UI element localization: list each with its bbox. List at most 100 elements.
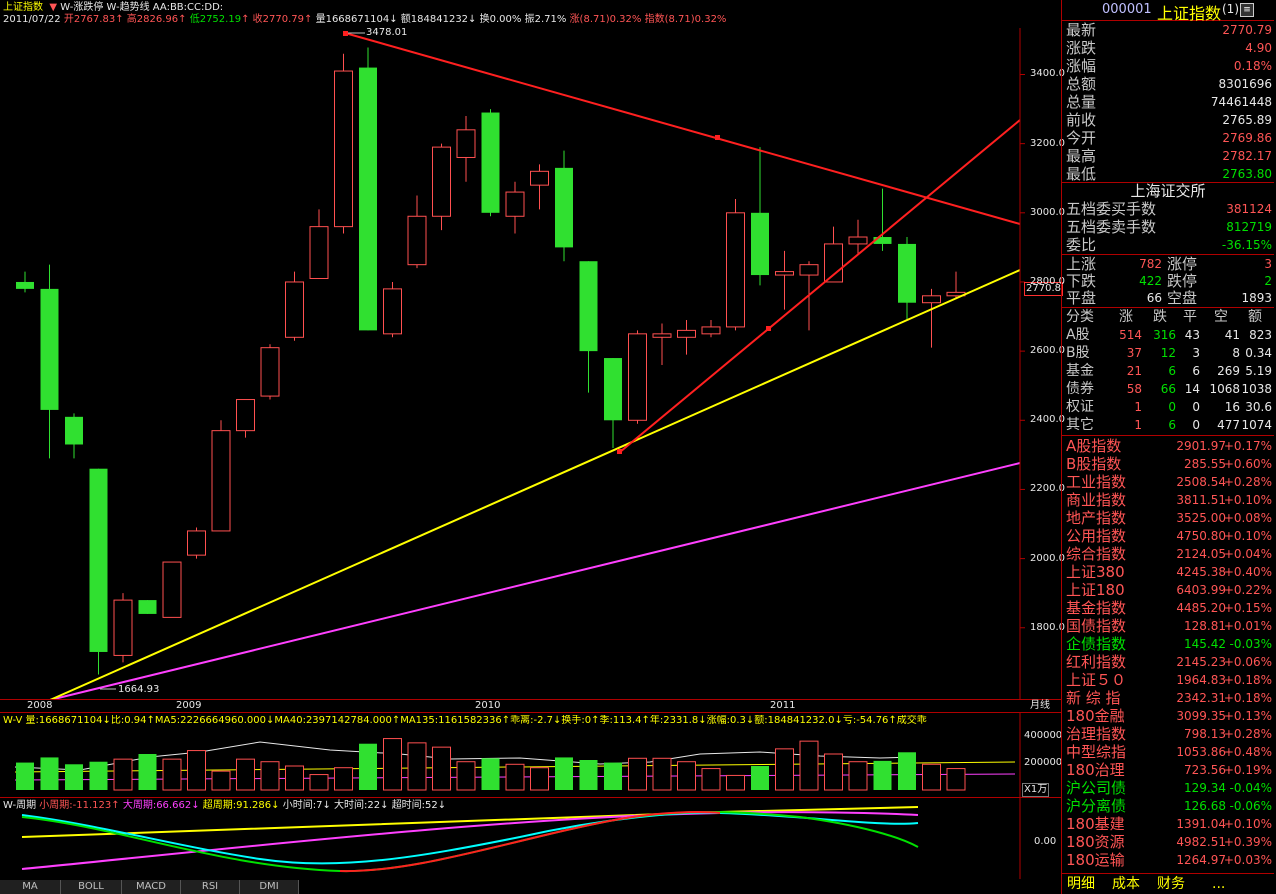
candle-body: [236, 399, 255, 432]
index-row[interactable]: 商业指数 3811.51 +0.10%: [1066, 491, 1272, 509]
candle[interactable]: [40, 264, 59, 459]
index-row[interactable]: 180基建 1391.04 +0.10%: [1066, 815, 1272, 833]
stock-code: 000001: [1102, 2, 1152, 17]
volume-bar: [334, 767, 353, 791]
candle[interactable]: [579, 261, 598, 393]
cycle-panel[interactable]: W-周期 小周期:-11.123↑ 大周期:66.662↓ 超周期:91.286…: [0, 797, 1061, 880]
index-row[interactable]: 上证５０ 1964.83 +0.18%: [1066, 671, 1272, 689]
tab-detail[interactable]: 明细: [1067, 876, 1095, 892]
candle[interactable]: [383, 281, 402, 338]
trendline-yellow[interactable]: [49, 269, 1021, 700]
volume-panel[interactable]: W-V 量:1668671104↓比:0.94↑MA5:2226664960.0…: [0, 712, 1062, 799]
candle[interactable]: [236, 399, 255, 438]
candle[interactable]: [530, 164, 549, 210]
candle-body: [309, 226, 329, 280]
candle[interactable]: [873, 188, 892, 251]
index-row[interactable]: 国债指数 128.81 +0.01%: [1066, 617, 1272, 635]
candle-body: [848, 236, 868, 245]
class-row: 权证 1 0 0 16 30.6: [1066, 399, 1272, 415]
index-row[interactable]: 基金指数 4485.20 +0.15%: [1066, 599, 1272, 617]
candle[interactable]: [407, 195, 427, 269]
candle[interactable]: [848, 219, 868, 255]
candle[interactable]: [309, 209, 329, 280]
index-row[interactable]: 红利指数 2145.23 +0.06%: [1066, 653, 1272, 671]
candle[interactable]: [359, 47, 377, 331]
candle-body: [505, 191, 525, 217]
candle[interactable]: [285, 271, 304, 341]
candle[interactable]: [113, 593, 133, 663]
index-name[interactable]: 上证指数: [3, 2, 43, 13]
index-row[interactable]: 工业指数 2508.54 +0.28%: [1066, 473, 1272, 491]
candle[interactable]: [260, 344, 280, 400]
volume-bar: [652, 757, 672, 791]
candle[interactable]: [505, 181, 525, 234]
candle[interactable]: [187, 527, 206, 559]
candlestick-chart[interactable]: [0, 28, 1061, 700]
candle[interactable]: [555, 150, 573, 262]
candle[interactable]: [775, 250, 794, 310]
candle[interactable]: [65, 413, 83, 459]
tab-dmi[interactable]: DMI: [240, 880, 299, 894]
index-row[interactable]: 沪公司债 129.34 -0.04%: [1066, 779, 1272, 797]
high-annotation: 3478.01: [366, 27, 408, 38]
candle[interactable]: [628, 330, 647, 424]
index-row[interactable]: 上证180 6403.99 +0.22%: [1066, 581, 1272, 599]
window-menu-icon[interactable]: ≡: [1240, 3, 1254, 17]
bar-index-change: 指数(8.71)0.32%: [644, 14, 727, 25]
index-row[interactable]: 180治理 723.56 +0.19%: [1066, 761, 1272, 779]
index-row[interactable]: 地产指数 3525.00 +0.08%: [1066, 509, 1272, 527]
quote-row: 最低 2763.80: [1066, 165, 1272, 183]
candle[interactable]: [16, 271, 34, 293]
index-row[interactable]: 企债指数 145.42 -0.03%: [1066, 635, 1272, 653]
candle[interactable]: [922, 288, 941, 348]
tab-macd[interactable]: MACD: [122, 880, 181, 894]
trendline-red-support[interactable]: [619, 119, 1021, 453]
candle[interactable]: [701, 320, 721, 338]
index-row[interactable]: B股指数 285.55 +0.60%: [1066, 455, 1272, 473]
trendline-magenta[interactable]: [49, 462, 1021, 700]
index-row[interactable]: 沪分离债 126.68 -0.06%: [1066, 797, 1272, 815]
index-row[interactable]: 综合指数 2124.05 +0.04%: [1066, 545, 1272, 563]
tab-cost[interactable]: 成本: [1112, 876, 1140, 892]
class-row: B股 37 12 3 8 0.34: [1066, 345, 1272, 361]
tab-rsi[interactable]: RSI: [181, 880, 240, 894]
candle[interactable]: [456, 115, 476, 182]
candle[interactable]: [162, 561, 182, 618]
candle[interactable]: [898, 237, 916, 321]
candle[interactable]: [89, 468, 108, 675]
index-row[interactable]: 180金融 3099.35 +0.13%: [1066, 707, 1272, 725]
index-row[interactable]: 180资源 4982.51 +0.39%: [1066, 833, 1272, 851]
volume-bar: [40, 757, 59, 790]
period-label[interactable]: 月线: [1030, 700, 1050, 711]
candle[interactable]: [652, 323, 672, 365]
volume-bar: [701, 768, 721, 791]
index-row[interactable]: 中型综指 1053.86 +0.48%: [1066, 743, 1272, 761]
index-row[interactable]: 治理指数 798.13 +0.28%: [1066, 725, 1272, 743]
tab-ma[interactable]: MA: [0, 880, 61, 894]
volume-unit-button[interactable]: X1万: [1022, 783, 1050, 797]
candle[interactable]: [677, 320, 696, 355]
candle[interactable]: [726, 198, 745, 331]
index-row[interactable]: 公用指数 4750.80 +0.10%: [1066, 527, 1272, 545]
index-row[interactable]: A股指数 2901.97 +0.17%: [1066, 437, 1272, 455]
index-row[interactable]: 180运输 1264.97 +0.03%: [1066, 851, 1272, 869]
candle[interactable]: [138, 600, 157, 614]
price-tick: 1800.0: [1030, 621, 1065, 633]
candle[interactable]: [334, 53, 353, 234]
candle[interactable]: [604, 358, 622, 448]
volume-bar: [138, 754, 157, 790]
candle[interactable]: [432, 143, 451, 231]
candle[interactable]: [751, 147, 769, 286]
tab-boll[interactable]: BOLL: [61, 880, 122, 894]
volume-bar: [65, 764, 83, 790]
candle[interactable]: [824, 226, 843, 283]
index-row[interactable]: 新 综 指 2342.31 +0.18%: [1066, 689, 1272, 707]
candle[interactable]: [481, 109, 500, 217]
candle[interactable]: [211, 420, 231, 532]
trendline-red-resistance[interactable]: [344, 32, 1021, 225]
volume-bar: [89, 761, 108, 790]
tab-finance[interactable]: 财务: [1157, 876, 1185, 892]
formula-names[interactable]: W-涨跌停 W-趋势线 AA:BB:CC:DD:: [60, 2, 224, 13]
tab-more[interactable]: ...: [1212, 876, 1226, 892]
index-row[interactable]: 上证380 4245.38 +0.40%: [1066, 563, 1272, 581]
